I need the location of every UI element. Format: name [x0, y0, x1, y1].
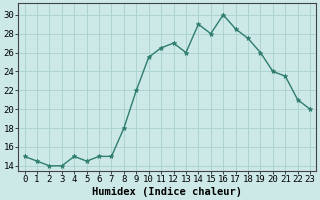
X-axis label: Humidex (Indice chaleur): Humidex (Indice chaleur) [92, 186, 242, 197]
